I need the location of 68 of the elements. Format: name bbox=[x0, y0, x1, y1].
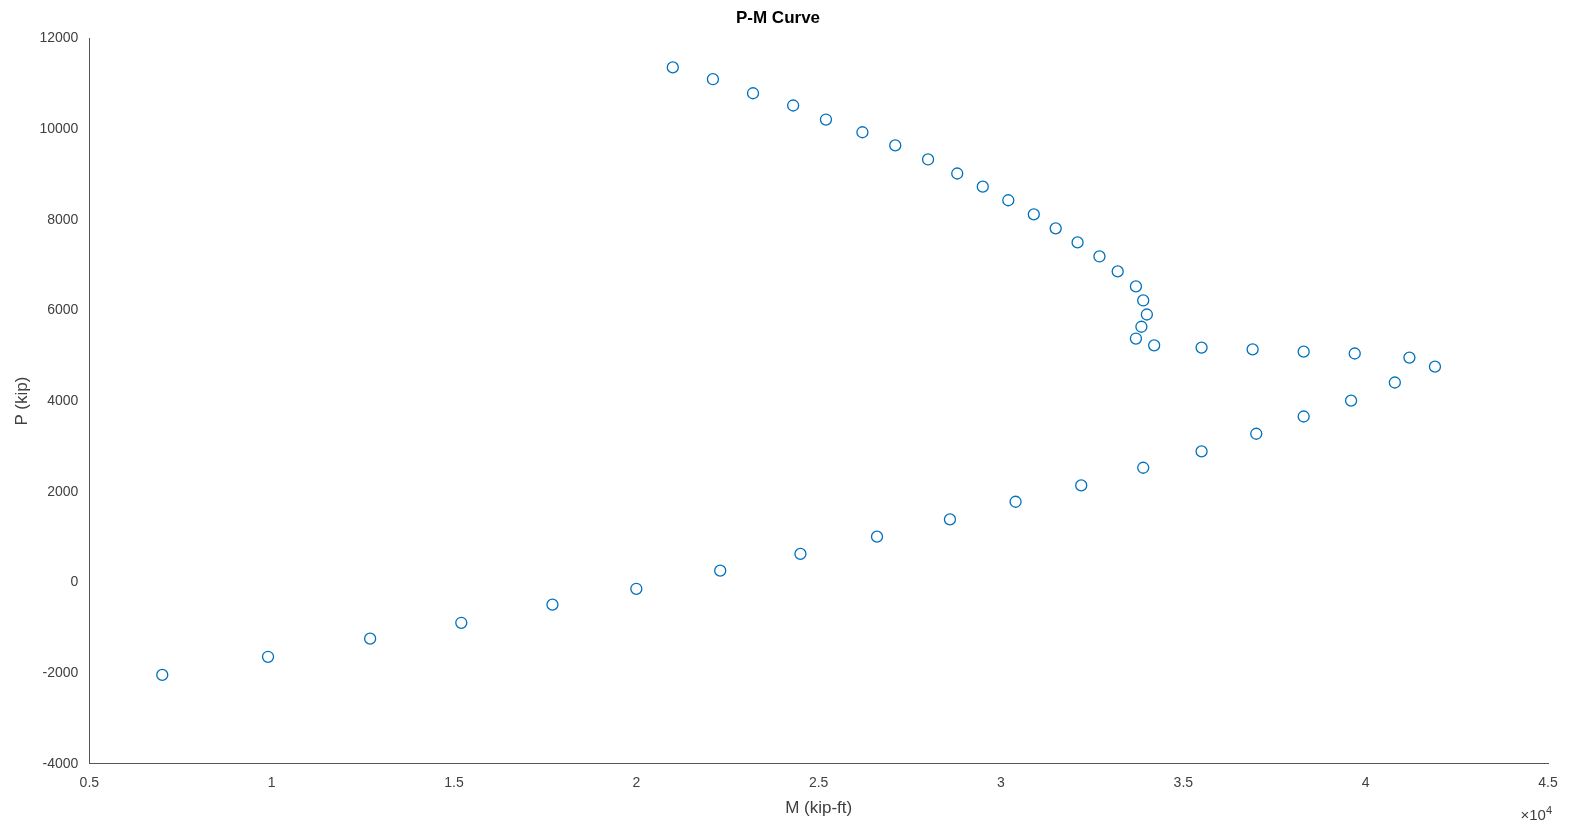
x-tick-label: 3.5 bbox=[1173, 774, 1194, 791]
point bbox=[1135, 320, 1148, 333]
point bbox=[1111, 265, 1124, 278]
y-tick-label: 0 bbox=[70, 573, 79, 590]
point bbox=[1195, 341, 1208, 354]
point bbox=[819, 113, 833, 126]
point bbox=[794, 547, 807, 561]
y-axis-title: P (kip) bbox=[11, 376, 31, 426]
point bbox=[1129, 280, 1143, 293]
point bbox=[1129, 332, 1143, 345]
point bbox=[546, 598, 559, 611]
text: ×10$^{4}$ bbox=[1520, 803, 1552, 823]
point bbox=[455, 616, 468, 629]
point bbox=[1250, 427, 1263, 440]
x-tick-label: 1.5 bbox=[444, 774, 464, 791]
y-tick-label: 4000 bbox=[47, 391, 79, 408]
point bbox=[1246, 343, 1259, 356]
point bbox=[1002, 194, 1015, 207]
point bbox=[1388, 376, 1401, 389]
point bbox=[1148, 339, 1161, 352]
point bbox=[156, 668, 169, 682]
point bbox=[1348, 347, 1361, 360]
point bbox=[1075, 479, 1088, 492]
point bbox=[870, 530, 884, 543]
point bbox=[1093, 250, 1106, 263]
point bbox=[261, 650, 275, 663]
point bbox=[1428, 360, 1442, 373]
point bbox=[921, 153, 935, 166]
point bbox=[1027, 208, 1040, 221]
x-tick-label: 3 bbox=[997, 774, 1006, 791]
point bbox=[1137, 294, 1150, 307]
point bbox=[714, 564, 727, 577]
point bbox=[856, 126, 869, 139]
y-tick-label: 2000 bbox=[47, 482, 79, 499]
point bbox=[943, 513, 957, 526]
y-tick-label: 12000 bbox=[39, 29, 79, 46]
y-tick-label: -4000 bbox=[42, 754, 79, 771]
point bbox=[1049, 222, 1062, 235]
x-tick-label: 2.5 bbox=[808, 774, 829, 791]
point bbox=[746, 87, 760, 100]
point bbox=[1195, 445, 1208, 458]
y-tick-label: 8000 bbox=[47, 210, 79, 227]
point bbox=[786, 99, 800, 112]
point bbox=[630, 582, 643, 595]
point bbox=[1344, 394, 1358, 407]
point bbox=[1137, 461, 1150, 474]
point bbox=[666, 61, 679, 74]
point bbox=[1009, 495, 1022, 508]
y-tick-label: 10000 bbox=[39, 119, 79, 136]
x-tick-label: 4 bbox=[1361, 774, 1370, 791]
y-tick-label: 6000 bbox=[47, 301, 79, 318]
x-tick-label: 1 bbox=[267, 774, 276, 791]
x-tick-label: 2 bbox=[632, 774, 641, 791]
point bbox=[1403, 351, 1416, 364]
point bbox=[976, 180, 989, 193]
x-tick-label: 4.5 bbox=[1538, 774, 1558, 791]
point bbox=[951, 167, 964, 180]
point bbox=[1071, 236, 1084, 249]
point bbox=[1297, 345, 1310, 358]
chart-title: P-M Curve bbox=[735, 7, 821, 27]
x-axis-title: M (kip-ft) bbox=[785, 798, 853, 818]
y-tick-label: -2000 bbox=[42, 663, 79, 680]
point bbox=[363, 632, 377, 645]
x-tick-label: 0.5 bbox=[79, 774, 100, 791]
point bbox=[889, 139, 902, 152]
point bbox=[706, 73, 720, 86]
point bbox=[1297, 410, 1310, 423]
point bbox=[1140, 308, 1154, 321]
